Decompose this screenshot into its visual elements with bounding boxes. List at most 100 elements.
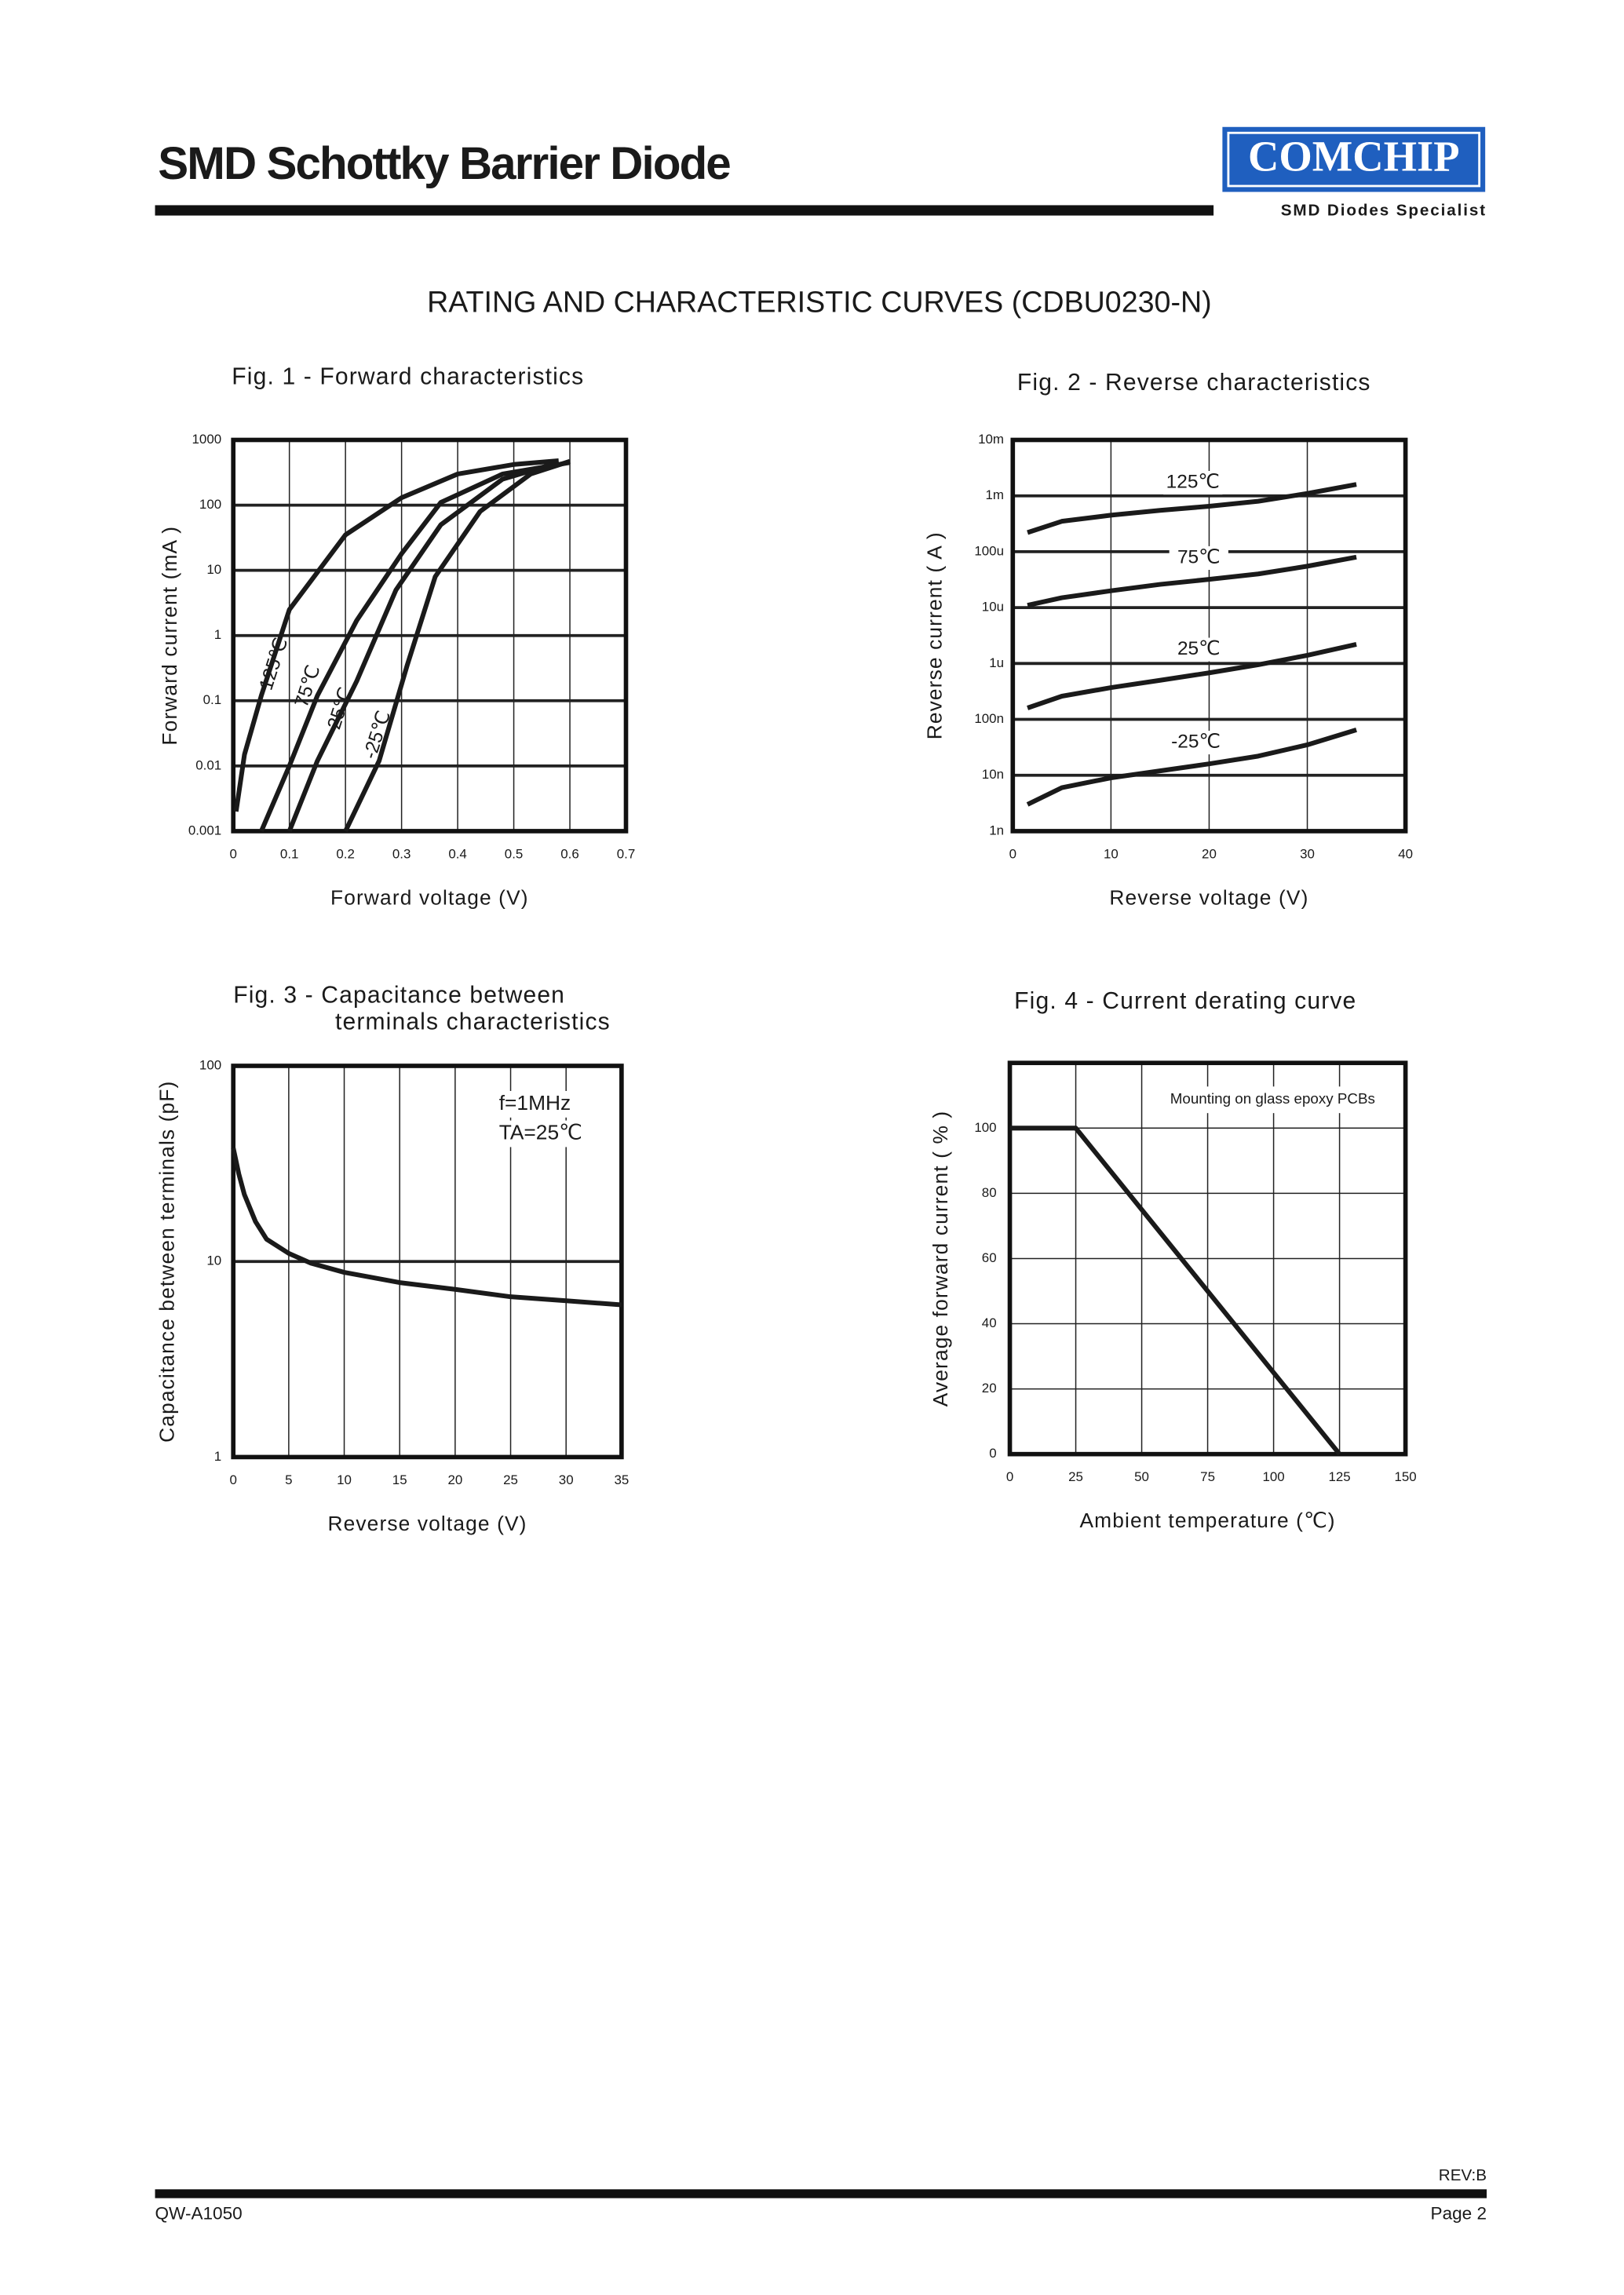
y-tick-label: 100n xyxy=(974,711,1004,726)
y-axis-label: Reverse current ( A ) xyxy=(922,531,946,739)
label-background xyxy=(1166,731,1226,755)
curve xyxy=(259,460,571,833)
figure-title: Fig. 4 - Current derating curve xyxy=(1014,988,1356,1014)
x-tick-label: 5 xyxy=(285,1472,292,1487)
y-tick-label: 1n xyxy=(989,823,1004,837)
x-axis-label: Forward voltage (V) xyxy=(330,885,529,909)
x-tick-label: 40 xyxy=(1398,846,1413,861)
figure-title: Fig. 1 - Forward characteristics xyxy=(232,363,584,389)
y-tick-label: 60 xyxy=(982,1250,997,1265)
doc-title: SMD Schottky Barrier Diode xyxy=(158,138,730,189)
page-number: Page 2 xyxy=(1431,2203,1487,2223)
section-heading: RATING AND CHARACTERISTIC CURVES (CDBU02… xyxy=(427,285,1212,318)
document-number: QW-A1050 xyxy=(155,2203,243,2223)
annotation-background xyxy=(493,1090,597,1118)
annotation: TA=25℃ xyxy=(499,1120,582,1144)
x-tick-label: 50 xyxy=(1134,1469,1149,1484)
tagline: SMD Diodes Specialist xyxy=(1281,201,1487,219)
y-tick-label: 100u xyxy=(974,543,1004,558)
curve xyxy=(1027,554,1357,608)
logo: COMCHIP xyxy=(1248,133,1460,181)
x-tick-label: 0.3 xyxy=(392,846,411,861)
x-tick-label: 0 xyxy=(229,846,236,861)
y-tick-label: 1000 xyxy=(192,432,222,447)
y-tick-label: 0 xyxy=(989,1446,996,1461)
x-tick-label: 10 xyxy=(337,1472,352,1487)
x-tick-label: 125 xyxy=(1328,1469,1350,1484)
annotation: Mounting on glass epoxy PCBs xyxy=(1170,1090,1375,1107)
plot-frame xyxy=(1007,1060,1408,1457)
figure-subtitle: terminals characteristics xyxy=(335,1009,611,1034)
x-tick-label: 25 xyxy=(1068,1469,1083,1484)
curve xyxy=(286,460,560,833)
y-tick-label: 10 xyxy=(206,562,221,577)
x-tick-label: 0 xyxy=(1006,1469,1013,1484)
x-axis-label: Ambient temperature (℃) xyxy=(1079,1509,1335,1532)
y-tick-label: 10 xyxy=(206,1253,221,1268)
curve xyxy=(1009,1126,1341,1456)
plot-frame xyxy=(231,437,629,834)
logo-box xyxy=(1222,126,1486,192)
x-tick-label: 35 xyxy=(614,1472,629,1487)
x-tick-label: 20 xyxy=(1202,846,1217,861)
x-tick-label: 75 xyxy=(1200,1469,1215,1484)
label-background xyxy=(1169,637,1228,662)
annotation-background xyxy=(1162,1086,1384,1114)
x-tick-label: 0.7 xyxy=(617,846,636,861)
y-tick-label: 80 xyxy=(982,1185,997,1200)
curve xyxy=(233,458,559,812)
y-tick-label: 100 xyxy=(199,497,221,512)
y-tick-label: 100 xyxy=(199,1057,221,1072)
y-tick-label: 0.01 xyxy=(195,757,221,772)
y-tick-label: 20 xyxy=(982,1381,997,1396)
annotation: f=1MHz xyxy=(499,1091,571,1115)
x-tick-label: 30 xyxy=(1300,846,1315,861)
plot-frame xyxy=(231,1064,624,1460)
x-tick-label: 0.1 xyxy=(280,846,299,861)
y-axis-label: Forward current (mA ) xyxy=(158,526,181,746)
x-axis-label: Reverse voltage (V) xyxy=(1109,885,1308,909)
x-tick-label: 0.6 xyxy=(560,846,579,861)
curve-label: -25℃ xyxy=(1171,732,1221,753)
y-tick-label: 0.001 xyxy=(188,823,221,837)
y-tick-label: 10u xyxy=(982,600,1004,615)
logo-frame xyxy=(1227,131,1481,188)
x-tick-label: 10 xyxy=(1104,846,1119,861)
x-tick-label: 150 xyxy=(1395,1469,1417,1484)
footer-rule xyxy=(155,2189,1487,2198)
y-tick-label: 1u xyxy=(989,655,1004,670)
y-tick-label: 10n xyxy=(982,767,1004,782)
x-tick-label: 0.2 xyxy=(336,846,355,861)
header-rule xyxy=(155,205,1214,216)
curve-label: 125℃ xyxy=(1166,471,1220,492)
y-tick-label: 1 xyxy=(214,627,221,642)
y-tick-label: 0.1 xyxy=(203,692,222,707)
revision: REV:B xyxy=(1439,2166,1487,2184)
y-tick-label: 10m xyxy=(978,432,1004,447)
plot-frame xyxy=(1010,437,1408,834)
curve xyxy=(1026,727,1357,807)
y-tick-label: 1 xyxy=(214,1449,221,1464)
curve xyxy=(1027,642,1357,710)
y-tick-label: 1m xyxy=(986,487,1005,502)
x-tick-label: 0 xyxy=(229,1472,236,1487)
curve xyxy=(343,458,571,833)
y-axis-label: Average forward current ( % ) xyxy=(929,1111,952,1407)
curve xyxy=(231,1148,622,1308)
x-tick-label: 100 xyxy=(1262,1469,1284,1484)
label-background xyxy=(1163,470,1223,495)
y-axis-label: Capacitance between terminals (pF) xyxy=(155,1081,178,1443)
curve-label: 75℃ xyxy=(1177,546,1221,567)
y-tick-label: 40 xyxy=(982,1315,997,1330)
y-tick-label: 100 xyxy=(974,1120,996,1135)
figure-title: Fig. 2 - Reverse characteristics xyxy=(1017,370,1371,396)
x-tick-label: 0.5 xyxy=(505,846,524,861)
figure-title: Fig. 3 - Capacitance between xyxy=(233,983,565,1009)
x-tick-label: 0.4 xyxy=(448,846,467,861)
x-tick-label: 20 xyxy=(447,1472,462,1487)
x-tick-label: 30 xyxy=(559,1472,574,1487)
curve xyxy=(1027,482,1357,535)
label-background xyxy=(1169,545,1228,571)
